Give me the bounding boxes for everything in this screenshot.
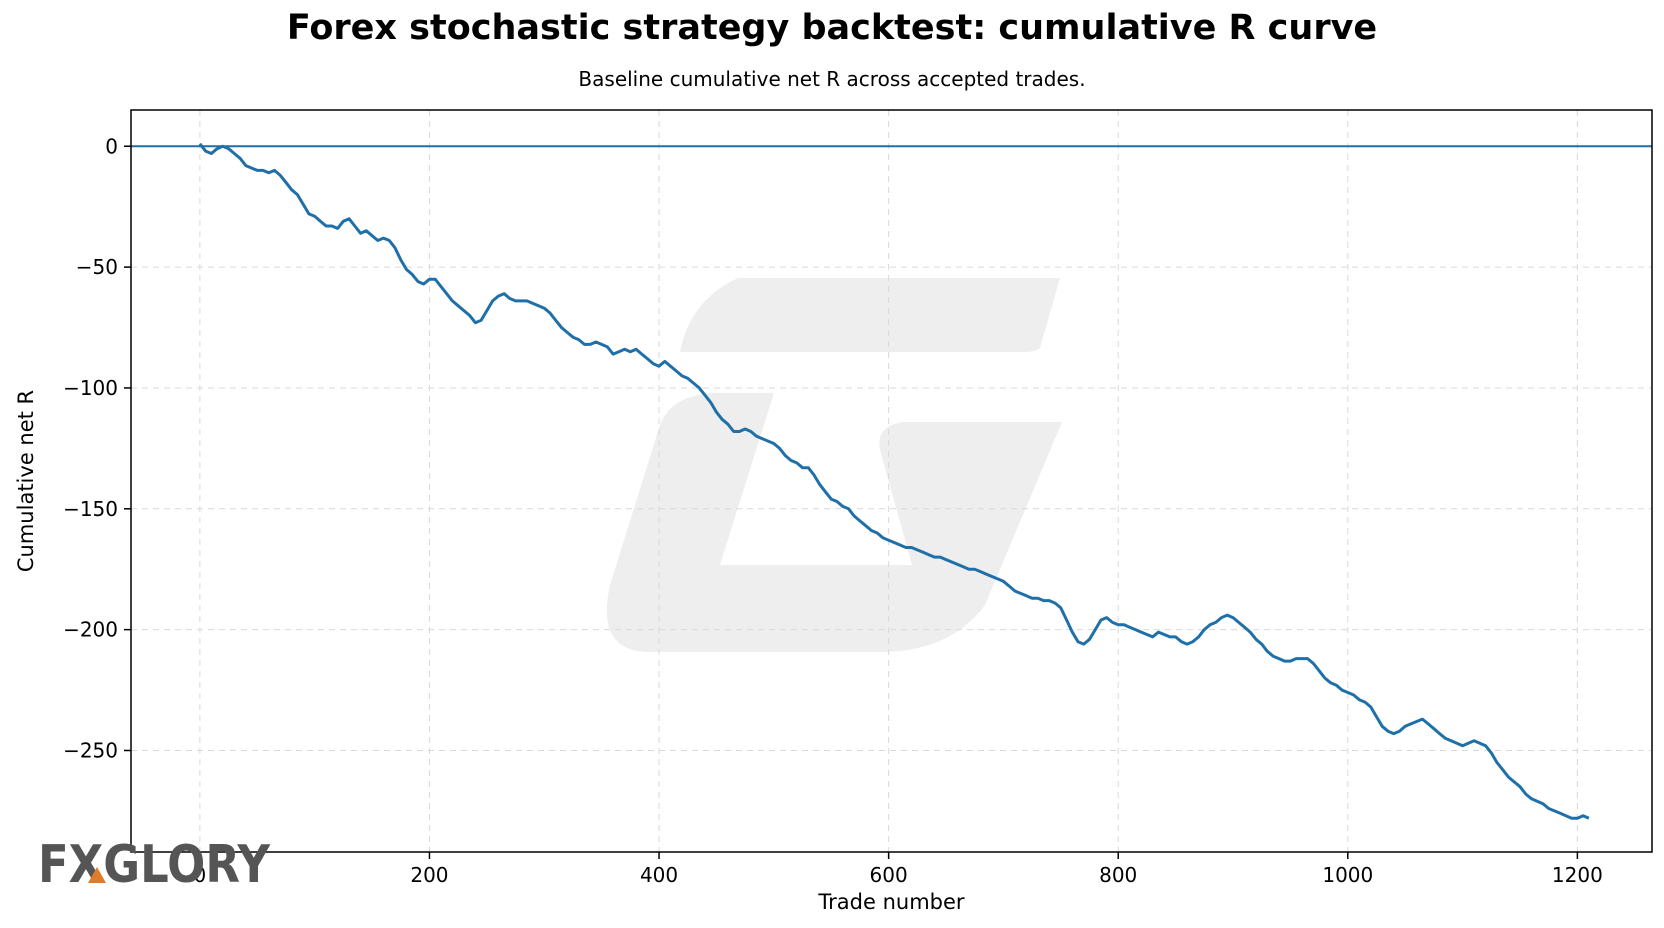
watermark-top-stroke (680, 278, 1060, 352)
x-tick-label-3: 600 (870, 863, 908, 887)
y-axis-ticks: 0 −50 −100 −150 −200 −250 (63, 134, 131, 762)
y-tick-label-4: −200 (63, 618, 118, 642)
y-axis-label: Cumulative net R (14, 390, 38, 572)
series-line-cumulative-r (198, 142, 1590, 820)
axes-frame (130, 109, 1653, 853)
x-tick-label-5: 1000 (1322, 863, 1373, 887)
chart-title: Forex stochastic strategy backtest: cumu… (286, 8, 1378, 48)
fxglory-logo: FXGLORY (38, 835, 271, 895)
y-tick-label-1: −50 (76, 255, 118, 279)
x-tick-label-0: 0 (194, 863, 207, 887)
watermark-body-stroke (606, 393, 1062, 652)
y-tick-label-5: −250 (63, 738, 118, 762)
chart-subtitle: Baseline cumulative net R across accepte… (578, 67, 1086, 91)
y-tick-label-3: −150 (63, 497, 118, 521)
x-axis-label: Trade number (817, 890, 964, 914)
x-tick-label-4: 800 (1099, 863, 1137, 887)
x-tick-label-2: 400 (640, 863, 678, 887)
x-tick-label-1: 200 (410, 863, 448, 887)
logo-accent-triangle (88, 867, 106, 883)
y-tick-label-2: −100 (63, 376, 118, 400)
x-axis-ticks: 0 200 400 600 800 1000 1200 (194, 852, 1603, 887)
y-tick-label-0: 0 (105, 134, 118, 158)
x-tick-label-6: 1200 (1552, 863, 1603, 887)
logo-text: FXGLORY (38, 835, 271, 895)
watermark-logo (606, 278, 1062, 652)
